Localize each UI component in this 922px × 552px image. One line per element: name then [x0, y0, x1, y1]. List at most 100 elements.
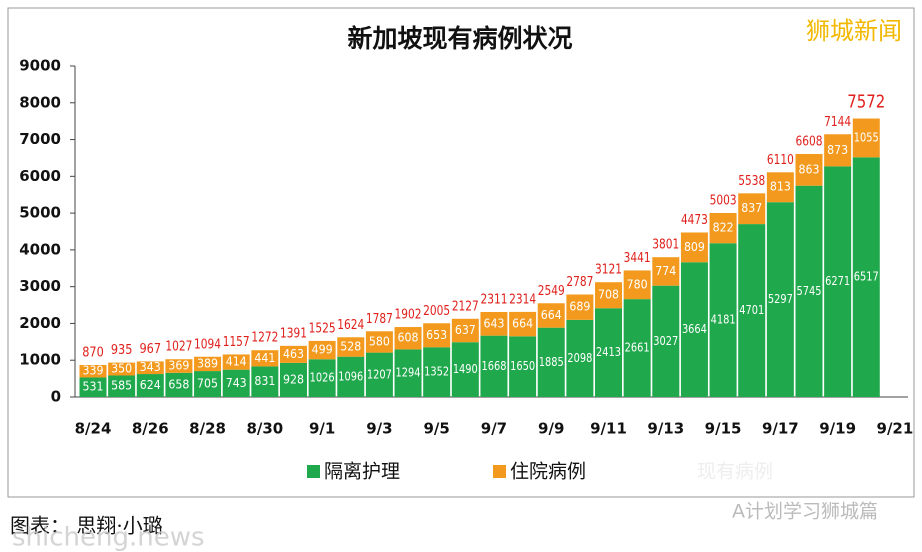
total-label: 2787 — [566, 275, 593, 290]
bar-segment — [595, 282, 623, 309]
bar-segment — [451, 318, 479, 343]
y-tick-label: 9000 — [19, 57, 61, 75]
bar-segment — [365, 331, 393, 353]
faint-text: 现有病例 — [697, 461, 773, 483]
value-label: 6517 — [854, 270, 879, 284]
value-label: 873 — [827, 143, 848, 157]
bar-segment — [766, 202, 794, 397]
x-tick-label: 8/26 — [132, 420, 169, 438]
bar-segment — [795, 153, 823, 186]
caption: 图表： 思翔·小璐 — [10, 514, 163, 538]
bar-segment — [394, 327, 422, 350]
value-label: 658 — [168, 377, 189, 391]
total-label: 5003 — [710, 194, 737, 209]
bar-segment — [509, 336, 537, 397]
value-label: 2661 — [625, 341, 650, 355]
y-tick-label: 8000 — [19, 93, 61, 111]
value-label: 743 — [226, 376, 247, 390]
total-label: 3121 — [595, 263, 622, 278]
legend-swatch — [493, 465, 506, 478]
total-label: 7144 — [824, 115, 851, 130]
value-label: 689 — [569, 300, 590, 314]
value-label: 585 — [111, 379, 132, 393]
value-label: 1352 — [424, 365, 449, 379]
value-label: 863 — [799, 162, 820, 176]
total-label: 870 — [82, 346, 104, 361]
bar-segment — [566, 319, 594, 397]
value-label: 414 — [226, 355, 247, 369]
x-tick-label: 8/28 — [189, 420, 226, 438]
x-tick-label: 9/1 — [309, 420, 335, 438]
total-label: 1027 — [165, 340, 192, 355]
value-label: 837 — [741, 201, 762, 215]
bar-segment — [509, 311, 537, 337]
value-label: 780 — [627, 277, 648, 291]
legend-label: 隔离护理 — [324, 461, 400, 483]
value-label: 3027 — [653, 334, 678, 348]
total-label: 1902 — [395, 308, 422, 323]
bar-segment — [108, 375, 136, 397]
value-label: 2413 — [596, 345, 621, 359]
value-label: 809 — [684, 240, 705, 254]
total-label: 5538 — [738, 174, 765, 189]
value-label: 664 — [541, 308, 562, 322]
bar-segment — [595, 308, 623, 397]
value-label: 343 — [140, 360, 161, 374]
x-tick-label: 9/17 — [762, 420, 799, 438]
site-watermark: shicheng.news — [12, 523, 205, 552]
value-label: 1650 — [510, 359, 535, 373]
value-label: 441 — [254, 351, 275, 365]
y-tick-label: 5000 — [19, 204, 61, 222]
total-label: 1094 — [194, 337, 221, 352]
x-tick-label: 9/9 — [538, 420, 564, 438]
bar-segment — [451, 342, 479, 397]
value-label: 813 — [770, 180, 791, 194]
value-label: 608 — [398, 331, 419, 345]
value-label: 1885 — [539, 355, 564, 369]
total-label: 1525 — [309, 321, 336, 336]
value-label: 643 — [483, 316, 504, 330]
value-label: 3664 — [682, 322, 707, 336]
bar-segment — [251, 366, 279, 397]
bar-segment — [79, 365, 107, 378]
bar-segment — [480, 312, 508, 336]
x-tick-label: 9/13 — [647, 420, 684, 438]
bar-segment — [766, 172, 794, 203]
bar-segment — [709, 243, 737, 397]
value-label: 1026 — [310, 371, 335, 385]
value-label: 369 — [168, 359, 189, 373]
total-label: 3441 — [624, 251, 651, 266]
value-label: 774 — [655, 264, 676, 278]
bar-segment — [79, 377, 107, 397]
bar-segment — [308, 340, 336, 360]
x-tick-label: 9/5 — [424, 420, 450, 438]
total-label: 935 — [111, 343, 133, 358]
bar-segment — [222, 354, 250, 370]
y-tick-label: 7000 — [19, 130, 61, 148]
total-label: 2127 — [452, 299, 479, 314]
bar-segment — [652, 257, 680, 286]
value-label: 822 — [713, 221, 734, 235]
value-label: 624 — [140, 378, 161, 392]
x-tick-label: 9/3 — [366, 420, 392, 438]
bar-segment — [852, 157, 880, 397]
bar-segment — [337, 337, 365, 357]
value-label: 6271 — [825, 274, 850, 288]
value-label: 4181 — [711, 313, 736, 327]
bar-segment — [795, 185, 823, 397]
x-tick-label: 8/30 — [246, 420, 283, 438]
total-label: 4473 — [681, 213, 708, 228]
value-label: 1096 — [338, 369, 363, 383]
total-label: 2549 — [538, 284, 565, 299]
bar-segment — [709, 213, 737, 244]
value-label: 928 — [283, 372, 304, 386]
watermark: 狮城新闻 — [806, 17, 902, 45]
bar-segment — [824, 166, 852, 397]
value-label: 580 — [369, 334, 390, 348]
y-tick-label: 1000 — [19, 351, 61, 369]
value-label: 1668 — [481, 359, 506, 373]
bar-segment — [365, 352, 393, 397]
bar-segment — [680, 232, 708, 263]
bar-segment — [194, 371, 222, 397]
total-label: 3801 — [652, 238, 679, 253]
